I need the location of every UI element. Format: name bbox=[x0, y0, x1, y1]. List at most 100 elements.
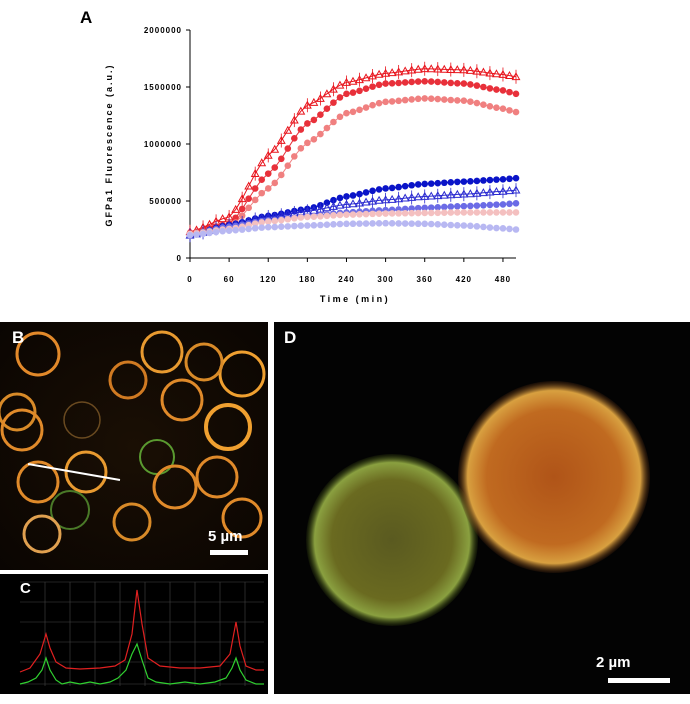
series-point-6 bbox=[434, 209, 442, 217]
series-point-2 bbox=[310, 135, 318, 143]
series-point-6 bbox=[473, 209, 481, 216]
series-point-2 bbox=[512, 108, 520, 116]
series-point-6 bbox=[486, 209, 494, 216]
series-point-2 bbox=[356, 106, 363, 114]
series-point-2 bbox=[304, 139, 311, 147]
scale-bar-b bbox=[210, 550, 248, 555]
x-tick-label: 300 bbox=[377, 275, 393, 284]
series-point-2 bbox=[401, 96, 409, 104]
series-point-7 bbox=[395, 220, 402, 227]
series-point-1 bbox=[369, 83, 376, 90]
series-point-0 bbox=[257, 158, 267, 167]
series-point-6 bbox=[454, 209, 461, 216]
series-point-3 bbox=[349, 192, 357, 199]
series-point-7 bbox=[206, 229, 213, 237]
series-point-1 bbox=[258, 176, 266, 183]
series-point-7 bbox=[212, 228, 220, 236]
series-point-6 bbox=[304, 213, 311, 221]
series-point-7 bbox=[401, 220, 409, 227]
series-point-7 bbox=[427, 220, 435, 228]
series-point-7 bbox=[317, 221, 324, 229]
series-point-2 bbox=[454, 97, 461, 104]
series-point-6 bbox=[401, 209, 409, 217]
series-point-1 bbox=[284, 145, 292, 152]
series-point-4 bbox=[374, 195, 384, 204]
x-tick-label: 60 bbox=[224, 275, 235, 284]
series-point-1 bbox=[264, 170, 272, 177]
series-point-6 bbox=[375, 210, 383, 217]
series-point-2 bbox=[317, 130, 324, 138]
panel-letter-b: B bbox=[12, 328, 25, 347]
series-point-5 bbox=[447, 203, 455, 210]
series-point-7 bbox=[310, 222, 318, 229]
series-point-6 bbox=[414, 209, 422, 217]
series-point-3 bbox=[480, 177, 487, 184]
series-point-7 bbox=[238, 226, 246, 233]
series-point-3 bbox=[382, 185, 389, 192]
series-point-2 bbox=[467, 98, 474, 105]
series-point-3 bbox=[343, 193, 350, 200]
series-point-1 bbox=[414, 78, 422, 85]
series-point-6 bbox=[297, 214, 305, 221]
series-point-6 bbox=[427, 209, 435, 217]
series-point-1 bbox=[499, 87, 507, 94]
series-point-6 bbox=[467, 209, 474, 216]
series-point-3 bbox=[356, 190, 363, 198]
series-point-7 bbox=[277, 223, 285, 231]
series-point-1 bbox=[434, 78, 442, 86]
series-point-6 bbox=[447, 209, 455, 216]
scale-bar-d bbox=[608, 678, 670, 683]
series-point-0 bbox=[452, 65, 462, 74]
series-point-1 bbox=[460, 80, 468, 87]
series-point-3 bbox=[447, 178, 455, 186]
series-point-1 bbox=[323, 105, 331, 112]
series-point-3 bbox=[473, 177, 481, 185]
series-point-2 bbox=[323, 124, 331, 132]
series-point-6 bbox=[310, 213, 318, 220]
series-point-7 bbox=[199, 230, 207, 238]
series-point-0 bbox=[400, 66, 410, 75]
series-point-2 bbox=[408, 96, 415, 103]
series-point-7 bbox=[219, 227, 226, 235]
series-point-7 bbox=[291, 222, 298, 230]
series-point-6 bbox=[395, 210, 402, 217]
series-point-7 bbox=[454, 222, 461, 229]
series-point-6 bbox=[349, 211, 357, 218]
series-point-5 bbox=[408, 205, 415, 212]
series-point-3 bbox=[427, 180, 435, 187]
series-point-7 bbox=[480, 223, 487, 231]
series-point-7 bbox=[408, 220, 415, 227]
series-point-5 bbox=[460, 202, 468, 210]
series-point-5 bbox=[480, 201, 487, 209]
series-point-3 bbox=[375, 186, 383, 193]
intensity-profile-panel-c: C bbox=[0, 574, 268, 694]
y-tick-label: 1000000 bbox=[144, 140, 182, 149]
series-point-1 bbox=[356, 87, 363, 95]
series-point-3 bbox=[414, 181, 422, 188]
x-tick-label: 240 bbox=[338, 275, 354, 284]
series-point-7 bbox=[336, 220, 344, 228]
series-point-6 bbox=[369, 210, 376, 218]
series-point-7 bbox=[349, 220, 357, 228]
series-point-1 bbox=[473, 82, 481, 89]
series-point-0 bbox=[374, 69, 384, 78]
series-point-2 bbox=[251, 196, 259, 204]
series-point-6 bbox=[356, 211, 363, 218]
series-point-1 bbox=[232, 214, 239, 222]
series-point-0 bbox=[465, 65, 475, 74]
series-point-6 bbox=[440, 209, 448, 216]
series-point-0 bbox=[348, 76, 358, 85]
series-point-0 bbox=[439, 64, 449, 73]
series-point-5 bbox=[427, 204, 435, 211]
series-point-7 bbox=[258, 224, 266, 231]
series-point-7 bbox=[225, 227, 233, 234]
series-point-7 bbox=[493, 224, 500, 232]
series-point-5 bbox=[414, 204, 422, 212]
series-point-6 bbox=[506, 209, 513, 216]
series-point-7 bbox=[284, 223, 292, 230]
series-point-5 bbox=[440, 203, 448, 211]
profile-line bbox=[27, 463, 121, 481]
series-point-3 bbox=[512, 174, 520, 182]
series-point-1 bbox=[245, 195, 252, 203]
series-point-4 bbox=[335, 200, 345, 209]
